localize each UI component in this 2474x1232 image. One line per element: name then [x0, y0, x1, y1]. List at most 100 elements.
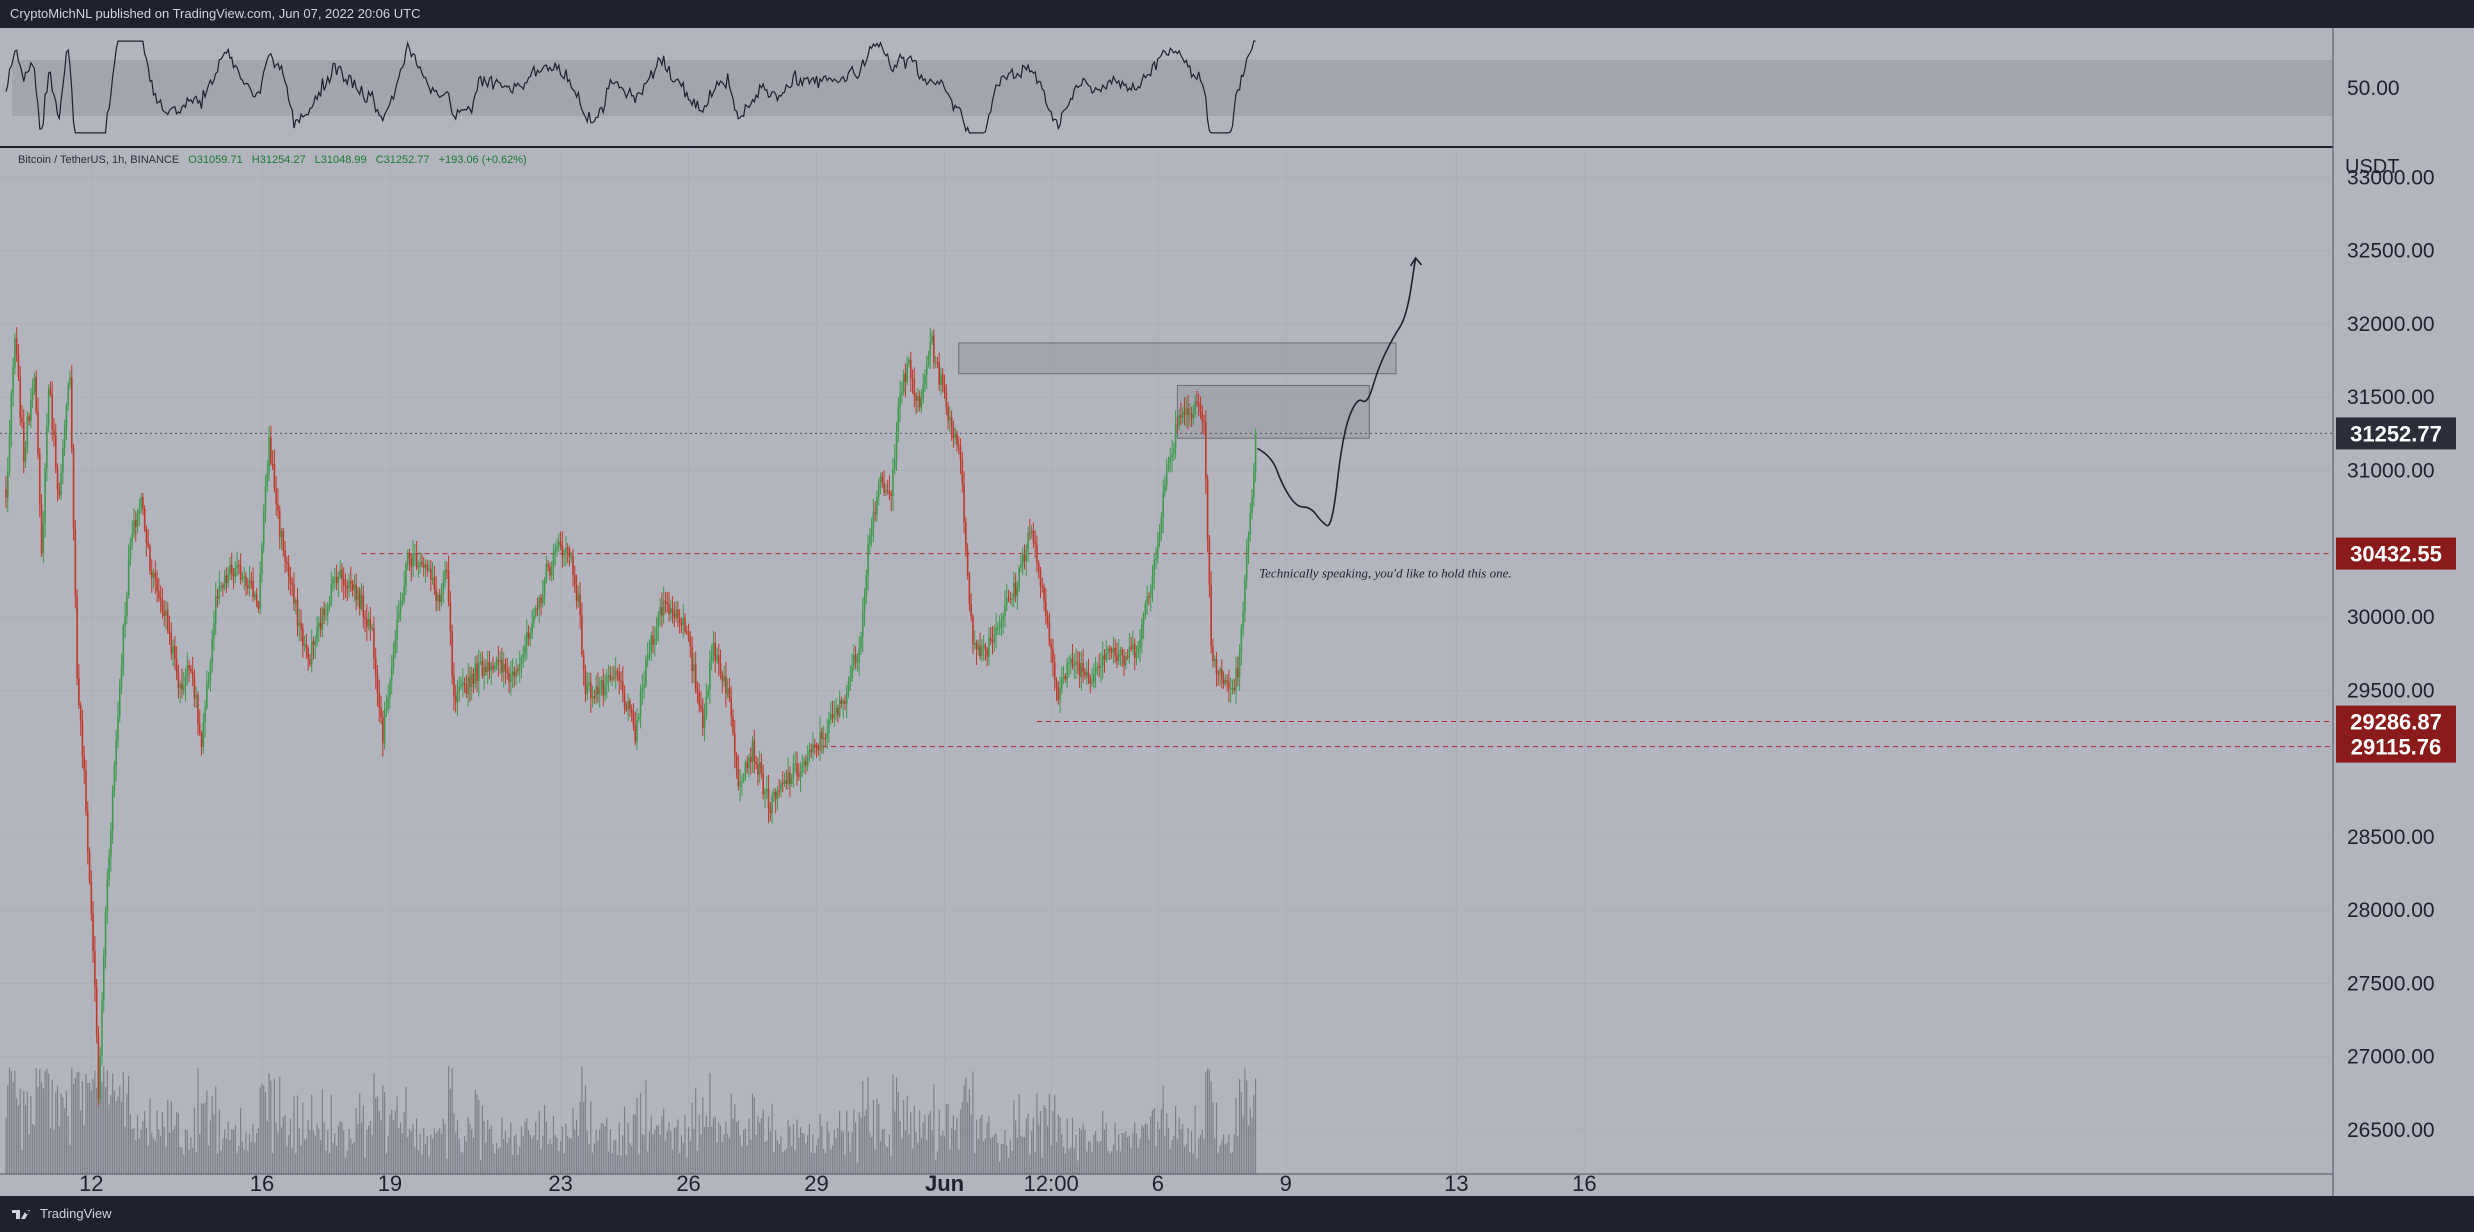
volume-bar: [323, 1122, 325, 1174]
candle: [774, 788, 777, 814]
candle: [92, 900, 94, 964]
price-axis-bg[interactable]: [2333, 28, 2474, 1196]
volume-bar: [252, 1123, 254, 1174]
candle: [211, 629, 213, 673]
candle: [453, 662, 455, 711]
volume-bar: [1166, 1113, 1168, 1174]
volume-bar: [286, 1146, 288, 1174]
candle: [518, 650, 521, 683]
volume-bar: [956, 1118, 958, 1174]
volume-bar: [1038, 1124, 1040, 1174]
candle: [40, 493, 43, 557]
candle: [335, 564, 338, 591]
volume-bar: [775, 1130, 777, 1174]
volume-bar: [1020, 1135, 1022, 1174]
volume-bar: [627, 1123, 629, 1174]
volume-bar: [1189, 1151, 1191, 1174]
volume-bar: [5, 1117, 7, 1174]
volume-bar: [414, 1147, 416, 1174]
volume-bar: [965, 1077, 967, 1174]
volume-bar: [682, 1142, 684, 1174]
candle: [988, 627, 990, 666]
volume-bar: [769, 1131, 771, 1174]
volume-bar: [451, 1068, 453, 1174]
candle: [970, 593, 972, 622]
volume-bar: [1139, 1138, 1141, 1174]
svg-text:29286.87: 29286.87: [2350, 710, 2442, 735]
volume-bar: [1180, 1129, 1182, 1174]
candle: [1158, 523, 1161, 548]
candle: [10, 389, 13, 448]
candle: [998, 615, 1001, 635]
candle: [118, 678, 121, 723]
candle: [883, 470, 885, 496]
volume-bar: [535, 1121, 537, 1174]
volume-bar: [476, 1094, 478, 1174]
volume-bar: [263, 1086, 265, 1174]
volume-bar: [901, 1138, 903, 1174]
volume-bar: [563, 1153, 565, 1174]
svg-text:31252.77: 31252.77: [2350, 421, 2442, 446]
volume-bar: [302, 1102, 304, 1174]
candle: [1180, 402, 1182, 426]
volume-bar: [1247, 1125, 1250, 1174]
candle: [246, 578, 249, 595]
candle: [430, 560, 432, 592]
candle: [876, 490, 878, 522]
volume-bar: [327, 1130, 329, 1174]
candle: [1233, 678, 1236, 694]
volume-bar: [396, 1096, 398, 1174]
volume-bar: [855, 1122, 857, 1174]
candle: [1100, 652, 1102, 683]
volume-bar: [1183, 1146, 1186, 1174]
candle: [1128, 632, 1131, 664]
candle: [70, 364, 73, 454]
volume-bar: [1233, 1134, 1235, 1174]
volume-bar: [240, 1107, 242, 1174]
candle: [389, 678, 391, 709]
candle: [959, 438, 962, 475]
volume-bar: [904, 1130, 907, 1174]
candle: [783, 772, 786, 788]
volume-bar: [963, 1085, 965, 1174]
volume-bar: [481, 1105, 483, 1174]
volume-bar: [862, 1080, 864, 1174]
chart-area[interactable]: Technically speaking, you'd like to hold…: [0, 28, 2474, 1196]
candle: [330, 571, 333, 607]
price-tick-label: 27500.00: [2347, 972, 2435, 995]
volume-bar: [975, 1119, 978, 1174]
volume-bar: [499, 1147, 501, 1174]
volume-bar: [1063, 1147, 1065, 1174]
candle: [444, 560, 446, 589]
volume-bar: [1018, 1094, 1020, 1174]
resistance-zone[interactable]: [1176, 384, 1370, 439]
volume-bar: [400, 1123, 402, 1174]
volume-bar: [250, 1142, 252, 1174]
volume-bar: [600, 1123, 603, 1174]
candle: [79, 701, 82, 736]
candle: [927, 350, 930, 368]
volume-bar: [1205, 1071, 1207, 1174]
candle: [1132, 630, 1134, 655]
candle: [717, 643, 720, 677]
volume-bar: [417, 1150, 419, 1174]
volume-bar: [334, 1133, 336, 1174]
candle: [589, 672, 592, 713]
price-label: 29115.76: [2336, 730, 2456, 763]
ohlc-legend: Bitcoin / TetherUS, 1h, BINANCE O31059.7…: [18, 154, 533, 166]
candle: [369, 607, 372, 641]
volume-bar: [661, 1116, 663, 1174]
candle: [1002, 612, 1004, 634]
volume-bar: [231, 1129, 233, 1174]
candle: [81, 709, 84, 769]
resistance-zone[interactable]: [958, 342, 1397, 375]
volume-bar: [305, 1138, 307, 1174]
price-axis-ticks: 33000.00 32500.00 32000.00 31500.00 31000.00…: [2347, 166, 2435, 1142]
candle: [716, 647, 718, 664]
candle: [463, 677, 466, 693]
candle: [909, 351, 912, 393]
volume-bar: [30, 1095, 32, 1174]
candle: [566, 542, 569, 564]
volume-bar: [1167, 1127, 1170, 1174]
candle: [147, 529, 149, 549]
